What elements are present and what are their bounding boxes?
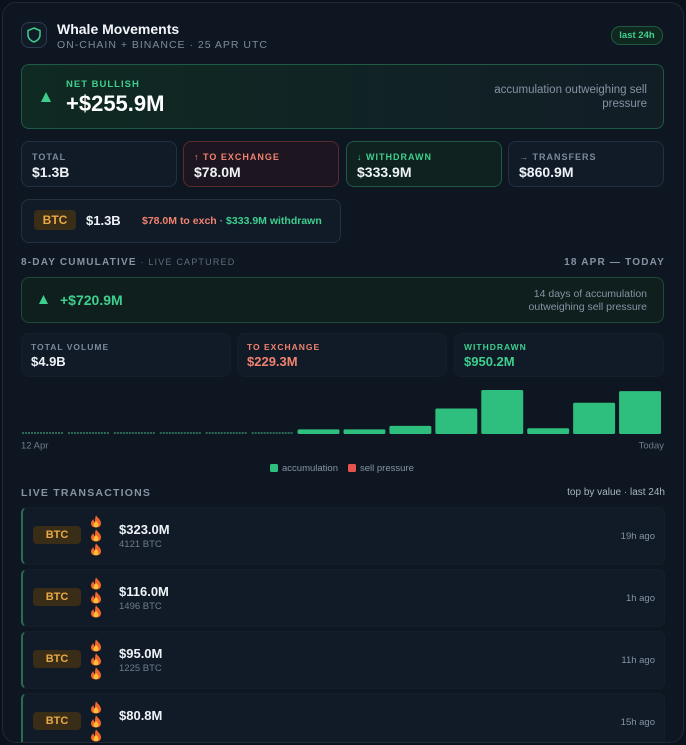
cum-stat-box <box>21 333 231 377</box>
stat-label: ↑ TO EXCHANGE <box>194 152 280 162</box>
x-tick-label: 12 Apr <box>21 441 48 452</box>
legend-label: accumulation <box>282 463 338 474</box>
flame-icon <box>91 577 101 590</box>
asset-total: $1.3B <box>86 213 121 228</box>
flame-icon <box>91 591 101 604</box>
asset-flow: $78.0M to exch · $333.9M withdrawn <box>142 215 322 227</box>
stat-box <box>346 141 502 187</box>
bar <box>435 408 478 434</box>
flame-icon <box>91 515 101 528</box>
cum-note: 14 days of accumulation outweighing sell… <box>528 288 647 313</box>
asset-pill: BTC <box>33 650 81 668</box>
cum-title: 8-DAY CUMULATIVE <box>21 257 137 268</box>
tx-value: $80.8M <box>119 708 163 723</box>
tx-amount: 1496 BTC <box>119 601 162 612</box>
net-value: +$255.9M <box>66 91 165 116</box>
flame-icon <box>91 667 101 680</box>
tx-amount: 1225 BTC <box>119 663 162 674</box>
bar <box>389 425 432 434</box>
cum-stat-label: TOTAL VOLUME <box>31 342 110 352</box>
stat-label: ↓ WITHDRAWN <box>357 152 432 162</box>
stat-box <box>183 141 339 187</box>
up-icon <box>39 295 48 304</box>
cum-range: 18 APR — TODAY <box>564 257 665 268</box>
tx-time: 1h ago <box>625 593 655 604</box>
cum-stat-box <box>237 333 447 377</box>
bar <box>527 428 570 434</box>
stat-box <box>21 141 177 187</box>
stat-value: $78.0M <box>194 164 241 180</box>
flame-icon <box>91 701 101 714</box>
separator: · <box>216 215 227 227</box>
subtitle: ON-CHAIN + BINANCE · 25 APR UTC <box>57 39 268 51</box>
cum-value: +$720.9M <box>60 292 123 308</box>
x-tick-label: Today <box>639 441 665 452</box>
stat-label: → TRANSFERS <box>519 152 597 162</box>
bar <box>343 429 386 434</box>
asset-pill: BTC <box>33 712 81 730</box>
flame-icon <box>91 543 101 556</box>
net-note: accumulation outweighing sell pressure <box>494 84 647 110</box>
title: Whale Movements <box>57 21 180 37</box>
legend-swatch <box>348 464 356 472</box>
shield-icon <box>21 22 47 48</box>
bar <box>297 429 340 434</box>
asset-withdrawn: $333.9M withdrawn <box>226 215 322 227</box>
tx-row <box>21 631 665 689</box>
flame-icon <box>91 653 101 666</box>
flame-icon <box>91 715 101 728</box>
flame-icon <box>91 529 101 542</box>
bar <box>573 402 616 434</box>
legend-label: sell pressure <box>360 463 414 474</box>
tx-time: 19h ago <box>620 531 655 542</box>
stat-box <box>508 141 664 187</box>
cum-tag: · LIVE CAPTURED <box>136 257 236 267</box>
tx-title: LIVE TRANSACTIONS <box>21 487 152 499</box>
tx-meta: top by value · last 24h <box>567 487 665 498</box>
flame-icon <box>91 605 101 618</box>
stat-value: $860.9M <box>519 164 574 180</box>
cum-stat-value: $4.9B <box>31 354 66 369</box>
stat-label: TOTAL <box>32 152 67 162</box>
stat-value: $333.9M <box>357 164 412 180</box>
cum-box <box>21 277 664 323</box>
bar <box>481 390 524 434</box>
asset-pill: BTC <box>33 588 81 606</box>
asset-pill: BTC <box>33 526 81 544</box>
tx-value: $323.0M <box>119 522 170 537</box>
asset-to-exchange: $78.0M to exch <box>142 215 217 227</box>
cum-stat-box <box>454 333 664 377</box>
net-box <box>21 64 664 129</box>
up-icon <box>41 92 51 102</box>
cum-stat-value: $229.3M <box>247 354 298 369</box>
badge: last 24h <box>611 26 663 45</box>
tx-row <box>21 569 665 627</box>
tx-value: $95.0M <box>119 646 163 661</box>
cum-stat-label: TO EXCHANGE <box>247 342 321 352</box>
bar-chart: 12 Apr Today accumulation sell pressure <box>21 390 665 474</box>
asset-pill: BTC <box>34 210 76 230</box>
flame-icon <box>91 729 101 742</box>
stat-value: $1.3B <box>32 164 70 180</box>
bar <box>619 391 661 434</box>
net-label: NET BULLISH <box>66 79 140 90</box>
tx-time: 11h ago <box>621 655 655 666</box>
cum-stat-label: WITHDRAWN <box>464 342 527 352</box>
tx-amount: 4121 BTC <box>119 539 162 550</box>
flame-icon <box>91 639 101 652</box>
tx-value: $116.0M <box>119 584 169 599</box>
tx-row <box>21 693 665 742</box>
tx-row <box>21 507 665 565</box>
legend-swatch <box>270 464 278 472</box>
cum-heading: 8-DAY CUMULATIVE · LIVE CAPTURED <box>21 257 235 268</box>
tx-time: 15h ago <box>620 717 655 728</box>
cum-stat-value: $950.2M <box>464 354 515 369</box>
